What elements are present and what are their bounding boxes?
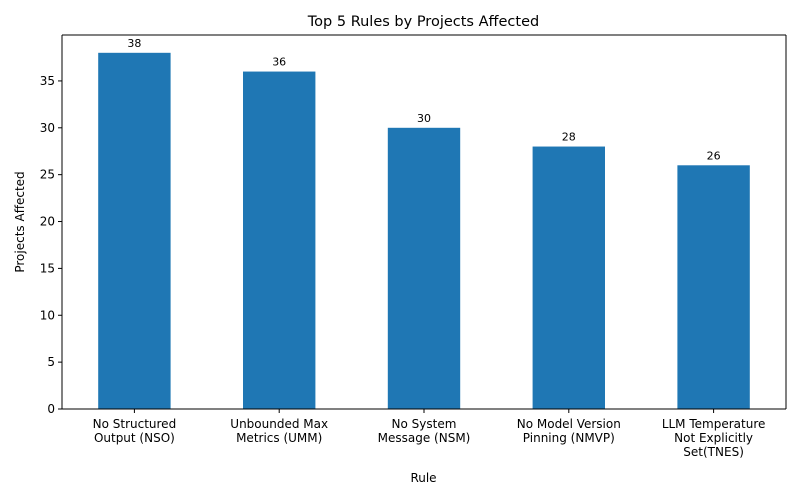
x-tick-label-line: No System: [392, 417, 457, 431]
x-tick-label-0: No Structured Output (NSO): [93, 417, 177, 445]
chart-title: Top 5 Rules by Projects Affected: [307, 14, 539, 30]
y-tick-label-1: 5: [47, 355, 55, 369]
x-tick-label-1: Unbounded Max Metrics (UMM): [230, 417, 328, 445]
x-axis-label: Rule: [410, 471, 436, 485]
bar-value-label-2: 30: [417, 112, 431, 125]
x-tick-label-line: Message (NSM): [378, 431, 471, 445]
x-tick-label-2: No System Message (NSM): [378, 417, 471, 445]
bar-4: [677, 165, 750, 409]
x-tick-label-line: Set(TNES): [683, 445, 744, 459]
x-tick-label-line: Output (NSO): [94, 431, 175, 445]
x-tick-label-4: LLM Temperature Not Explicitly Set(TNES): [662, 417, 766, 459]
plot-area: 38 36 30 28 26 0 5 10 15 20 25 30 35 No Structured Out…: [40, 34, 787, 459]
bar-2: [387, 127, 461, 409]
x-tick-label-line: No Structured: [93, 417, 177, 431]
x-tick-label-line: Not Explicitly: [674, 431, 753, 445]
y-tick-label-7: 35: [40, 74, 55, 88]
y-tick-label-2: 10: [40, 308, 55, 322]
bar-value-label-0: 38: [127, 37, 141, 50]
bar-value-label-3: 28: [562, 131, 576, 144]
bar-0: [98, 52, 171, 410]
x-tick-label-line: Unbounded Max: [230, 417, 328, 431]
x-tick-label-line: Pinning (NMVP): [523, 431, 615, 445]
x-tick-label-line: No Model Version: [517, 417, 621, 431]
y-tick-label-4: 20: [40, 215, 55, 229]
y-axis-label: Projects Affected: [13, 171, 27, 272]
y-tick-label-0: 0: [47, 402, 55, 416]
x-tick-label-line: Metrics (UMM): [236, 431, 322, 445]
x-tick-label-line: LLM Temperature: [662, 417, 766, 431]
bar-value-label-1: 36: [272, 56, 286, 69]
y-tick-label-6: 30: [40, 121, 55, 135]
bar-1: [243, 71, 316, 409]
x-tick-label-3: No Model Version Pinning (NMVP): [517, 417, 621, 445]
bar-3: [532, 146, 605, 409]
y-tick-label-3: 15: [40, 261, 55, 275]
bar-value-label-4: 26: [707, 149, 721, 162]
y-tick-label-5: 25: [40, 168, 55, 182]
